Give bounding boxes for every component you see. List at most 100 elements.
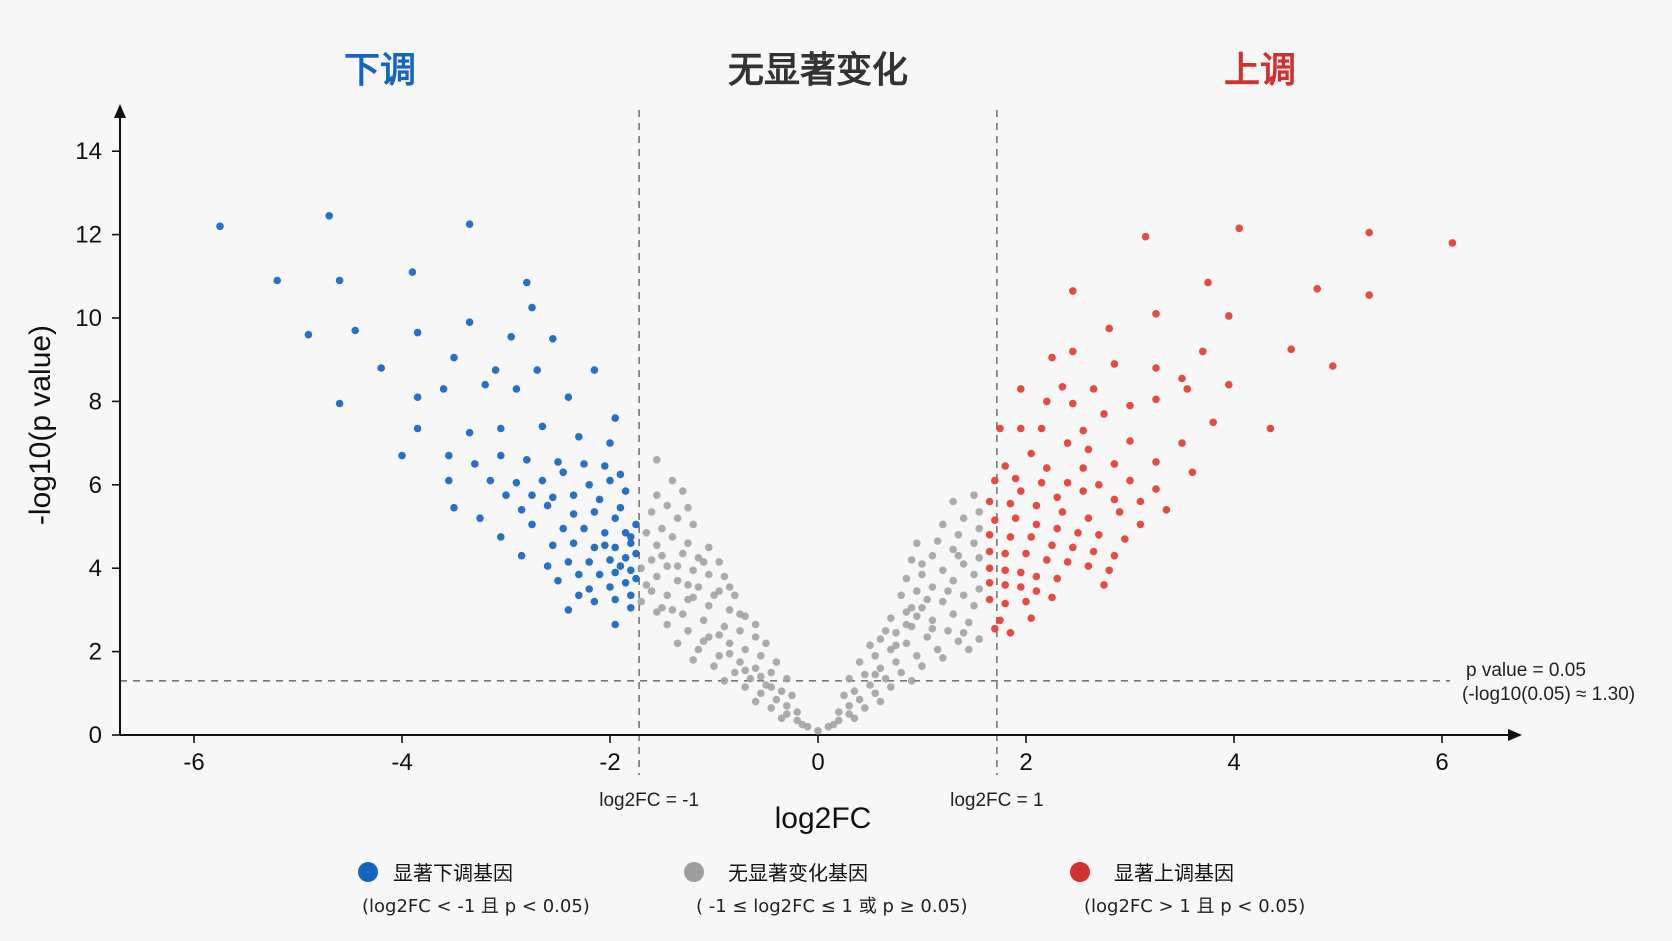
data-point-none [783,710,791,718]
data-point-up [1032,501,1041,510]
data-point-none [720,677,729,685]
data-point-up [1048,593,1056,602]
data-point-none [965,645,973,654]
data-point-none [975,554,983,562]
data-point-up [1048,541,1056,550]
data-point-down [575,433,583,441]
data-point-down [377,364,386,372]
data-point-none [850,687,859,695]
data-point-none [954,637,963,645]
data-point-down [569,539,578,547]
data-point-none [637,597,645,606]
data-point-down [517,551,526,560]
data-point-up [1136,497,1145,506]
data-point-up [1027,449,1035,458]
data-point-up [1105,324,1113,333]
data-point-none [949,497,957,506]
data-point-none [746,674,755,683]
data-point-none [710,662,718,670]
data-point-none [871,652,879,660]
data-point-none [850,714,859,723]
data-point-down [564,393,573,402]
data-point-down [606,583,614,591]
data-point-none [959,514,968,522]
fc-low-threshold-label: log2FC = -1 [599,790,699,811]
data-point-down [273,276,282,285]
data-point-down [554,458,562,466]
data-point-up [985,531,994,539]
data-point-up [991,476,999,485]
data-point-down [632,520,640,529]
data-point-none [767,668,775,677]
data-point-up [1152,395,1160,404]
data-point-none [642,529,651,537]
data-point-none [783,702,791,710]
data-point-none [689,656,697,664]
data-point-none [736,658,744,666]
data-point-up [1053,524,1061,533]
data-point-down [590,508,599,516]
data-point-down [621,529,630,537]
data-point-down [439,385,448,393]
data-point-none [876,635,885,643]
data-point-none [689,593,697,602]
data-point-none [975,585,983,593]
data-point-none [793,716,801,725]
data-point-down [616,503,625,512]
data-point-none [699,616,708,625]
data-point-down [465,220,474,228]
data-point-down [585,585,593,593]
data-point-down [580,524,588,533]
x-tick-label: 4 [1227,749,1240,776]
data-point-none [918,662,926,670]
data-point-up [1006,629,1015,637]
data-point-up [996,424,1004,433]
data-point-up [1069,399,1077,408]
data-point-none [835,708,843,716]
y-tick-label: 2 [89,639,102,666]
data-point-none [892,658,900,666]
data-point-up [1079,487,1087,495]
data-point-up [1110,495,1119,504]
x-tick-label: -6 [183,749,204,776]
data-point-none [673,576,682,585]
data-point-down [575,591,583,600]
data-point-up [1069,543,1077,552]
data-point-none [720,572,729,581]
data-point-up [1017,424,1025,433]
data-point-down [512,478,521,487]
data-point-up [1110,460,1119,468]
data-point-up [1022,597,1030,606]
data-point-none [861,704,869,712]
data-point-up [1115,508,1124,516]
data-point-up [1095,531,1103,539]
data-point-none [642,581,651,589]
data-point-none [835,716,843,725]
data-point-none [663,591,671,600]
data-point-up [991,624,999,633]
data-point-down [491,366,500,374]
data-point-down [450,353,458,362]
data-point-none [684,539,692,547]
data-point-up [1032,520,1041,529]
data-point-down [627,604,635,612]
data-point-none [647,556,656,564]
data-point-none [959,560,968,568]
data-point-none [694,583,703,591]
data-point-up [1110,551,1119,560]
legend-label-down: 显著下调基因 [393,861,513,885]
data-point-none [725,606,734,614]
data-point-up [1209,418,1217,427]
data-point-up [1001,462,1009,470]
data-point-up [1141,232,1150,241]
data-point-none [772,695,781,704]
data-point-down [523,456,531,464]
data-point-up [1027,614,1035,622]
data-point-none [944,587,952,595]
data-point-none [757,689,765,698]
data-point-down [611,568,619,577]
data-point-none [918,570,926,579]
data-point-none [694,554,703,562]
data-point-none [907,556,916,564]
data-point-none [902,620,911,629]
